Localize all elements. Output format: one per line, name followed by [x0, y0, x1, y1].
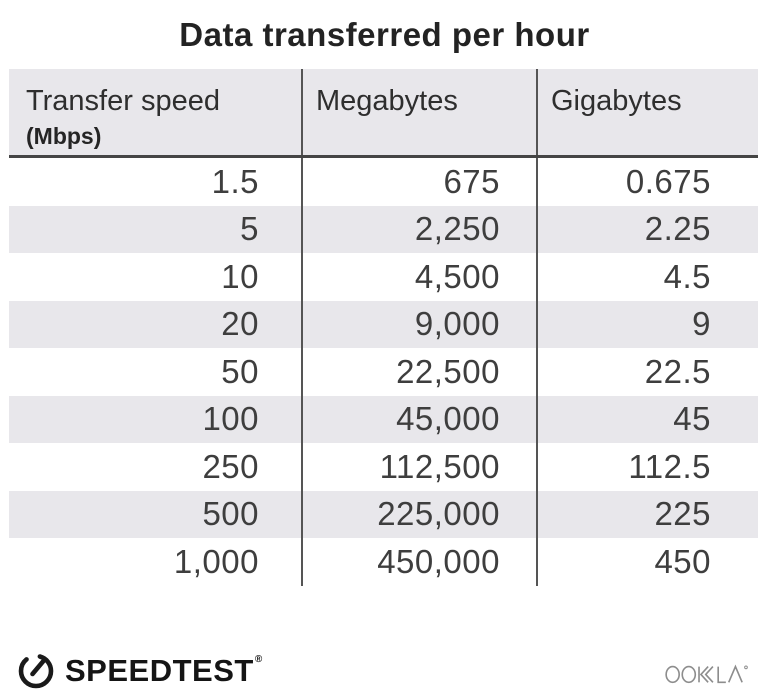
cell-megabytes: 450,000 — [303, 538, 538, 586]
table-row: 1,000 450,000 450 — [9, 538, 758, 586]
table-row: 20 9,000 9 — [9, 300, 758, 348]
cell-speed: 1,000 — [9, 538, 303, 586]
table-row: 1.5 675 0.675 — [9, 158, 758, 206]
header-transfer-speed-unit: (Mbps) — [26, 123, 102, 149]
table-row: 50 22,500 22.5 — [9, 348, 758, 396]
header-gigabytes: Gigabytes — [551, 85, 682, 117]
cell-megabytes: 9,000 — [303, 300, 538, 348]
cell-megabytes: 225,000 — [303, 490, 538, 538]
cell-gigabytes: 4.5 — [663, 257, 711, 295]
cell-gigabytes: 0.675 — [625, 162, 711, 200]
cell-speed: 5 — [9, 205, 303, 253]
cell-megabytes: 2,250 — [303, 205, 538, 253]
cell-gigabytes: 2.25 — [644, 210, 711, 248]
speedtest-wordmark: SPEEDTEST — [65, 653, 254, 688]
table-row: 500 225,000 225 — [9, 490, 758, 538]
table-row: 250 112,500 112.5 — [9, 443, 758, 491]
table-row: 10 4,500 4.5 — [9, 253, 758, 301]
table-body: 1.5 675 0.675 5 2,250 2.25 10 4,500 4.5 20 9,000 9 5… — [9, 158, 758, 586]
cell-megabytes: 22,500 — [303, 348, 538, 396]
cell-gigabytes: 112.5 — [628, 447, 711, 485]
cell-speed: 500 — [9, 490, 303, 538]
cell-megabytes: 675 — [303, 158, 538, 206]
speedtest-registered-mark: ® — [254, 653, 263, 665]
ookla-wordmark-icon — [665, 664, 748, 684]
header-transfer-speed-label: Transfer speed — [26, 85, 220, 117]
cell-speed: 20 — [9, 300, 303, 348]
cell-megabytes: 45,000 — [303, 395, 538, 443]
cell-speed: 50 — [9, 348, 303, 396]
header-megabytes: Megabytes — [303, 69, 538, 155]
cell-gigabytes: 45 — [673, 400, 711, 438]
table-header: Transfer speed (Mbps) Megabytes Gigabyte… — [9, 69, 758, 158]
cell-megabytes: 112,500 — [303, 443, 538, 491]
header-transfer-speed: Transfer speed (Mbps) — [9, 69, 303, 155]
data-table: Transfer speed (Mbps) Megabytes Gigabyte… — [9, 69, 758, 586]
page-title: Data transferred per hour — [179, 16, 590, 53]
table-row: 5 2,250 2.25 — [9, 205, 758, 253]
cell-gigabytes: 22.5 — [644, 352, 711, 390]
cell-gigabytes: 9 — [692, 305, 711, 343]
table-row: 100 45,000 45 — [9, 395, 758, 443]
ookla-logo — [665, 662, 757, 690]
cell-speed: 10 — [9, 253, 303, 301]
cell-megabytes: 4,500 — [303, 253, 538, 301]
cell-speed: 250 — [9, 443, 303, 491]
cell-gigabytes: 225 — [654, 495, 711, 533]
cell-speed: 100 — [9, 395, 303, 443]
speedtest-logo: SPEEDTEST ® — [16, 651, 263, 691]
speedtest-gauge-icon — [18, 653, 54, 689]
cell-gigabytes: 450 — [654, 542, 711, 580]
cell-speed: 1.5 — [9, 158, 303, 206]
